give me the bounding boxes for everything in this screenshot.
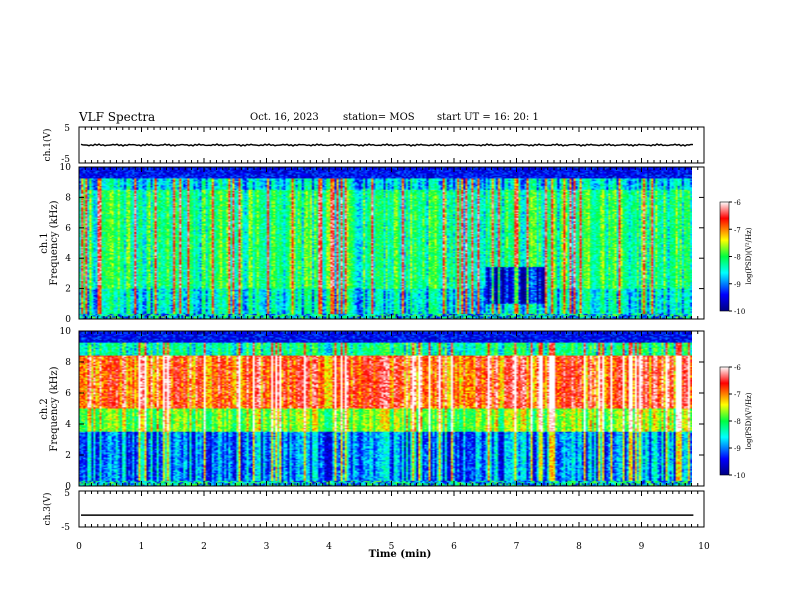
- ch1-freq-ylabel: Frequency (kHz): [49, 200, 60, 285]
- ch1-ytick-neg5: -5: [61, 155, 70, 165]
- date-label: Oct. 16, 2023: [250, 112, 319, 123]
- ch2-ytick-label: 0: [65, 482, 71, 492]
- ch3-ytick-5: 5: [64, 489, 70, 499]
- x-tick-label: 8: [576, 542, 582, 552]
- ch2-spectrogram-panel: [78, 330, 705, 487]
- ch1-ytick-label: 6: [65, 224, 71, 234]
- ch1-ytick-5: 5: [64, 124, 70, 134]
- x-tick-label: 2: [201, 542, 207, 552]
- ch2-colorbar-label: log(PSD)(V²/Hz): [745, 392, 753, 449]
- ch1-ytick-label: 8: [65, 193, 71, 203]
- ch2-colorbar: -6 -7 -8 -9 -10 log(PSD)(V²/Hz): [719, 364, 753, 480]
- ch2-colorbar-tick: -8: [734, 418, 741, 426]
- ch2-spectrogram-image: [79, 331, 692, 486]
- x-tick-label: 6: [451, 542, 457, 552]
- ch1-ytick-label: 0: [65, 315, 71, 325]
- x-tick-label: 1: [139, 542, 145, 552]
- ch2-ytick-label: 2: [65, 451, 71, 461]
- ch2-ytick-label: 4: [65, 420, 71, 430]
- x-tick-label: 0: [76, 542, 82, 552]
- ch1-waveform-ylabel: ch.1(V): [42, 129, 53, 162]
- ch1-ytick-label: 10: [60, 163, 72, 173]
- start-ut-label: start UT = 16: 20: 1: [437, 112, 539, 123]
- ch2-colorbar-tick: -6: [734, 364, 741, 372]
- ch2-ytick-label: 6: [65, 389, 71, 399]
- ch1-colorbar: -6 -7 -8 -9 -10 log(PSD)(V²/Hz): [719, 199, 753, 316]
- x-tick-label: 5: [389, 542, 395, 552]
- x-axis-label: Time (min): [369, 549, 432, 560]
- x-tick-label: 3: [264, 542, 270, 552]
- ch2-colorbar-tick: -7: [734, 391, 741, 399]
- ch1-colorbar-tick: -10: [734, 308, 745, 316]
- ch1-ylabel-top: ch.1: [39, 232, 50, 254]
- chart-title: VLF Spectra: [79, 110, 156, 124]
- ch1-waveform-trace: [80, 143, 694, 147]
- ch3-waveform-ylabel: ch.3(V): [42, 493, 53, 526]
- ch1-colorbar-tick: -9: [734, 281, 741, 289]
- ch3-waveform-frame: [78, 490, 705, 528]
- x-tick-label: 10: [698, 542, 710, 552]
- ch2-ylabel-top: ch.2: [39, 398, 50, 420]
- ch2-freq-ylabel: Frequency (kHz): [49, 366, 60, 451]
- ch1-spectrogram-panel: [78, 166, 705, 320]
- ch1-ytick-label: 4: [65, 254, 71, 264]
- x-tick-label: 7: [514, 542, 520, 552]
- ch1-colorbar-tick: -7: [734, 226, 741, 234]
- ch2-colorbar-tick: -9: [734, 445, 741, 453]
- x-tick-label: 9: [639, 542, 645, 552]
- ch1-colorbar-tick: -6: [734, 199, 741, 207]
- ch1-colorbar-label: log(PSD)(V²/Hz): [745, 227, 753, 284]
- ch1-ytick-label: 2: [65, 285, 71, 295]
- ch2-ytick-label: 8: [65, 358, 71, 368]
- ch2-colorbar-tick: -10: [734, 472, 745, 480]
- station-label: station= MOS: [343, 112, 415, 123]
- ch3-ytick-neg5: -5: [61, 523, 70, 533]
- x-tick-label: 4: [326, 542, 332, 552]
- ch1-spectrogram-image: [79, 167, 692, 319]
- ch2-ytick-label: 10: [60, 327, 72, 337]
- ch1-colorbar-tick: -8: [734, 254, 741, 262]
